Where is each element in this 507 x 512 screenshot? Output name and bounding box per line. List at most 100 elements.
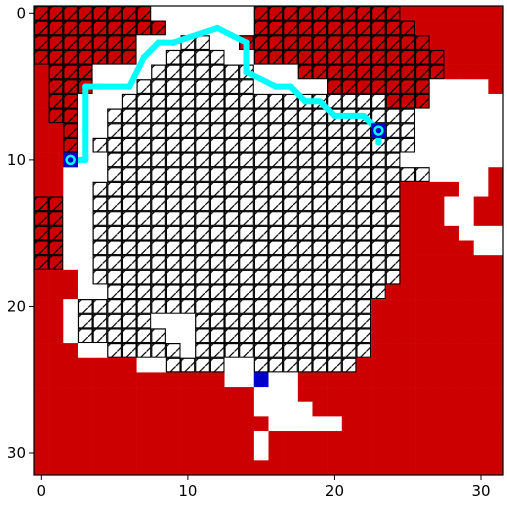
hatched-cell: [121, 240, 137, 256]
hatched-cell: [151, 20, 167, 36]
grid-cell: [63, 445, 79, 461]
grid-cell: [473, 123, 489, 139]
hatched-cell: [297, 196, 313, 212]
hatched-cell: [224, 328, 240, 344]
grid-cell: [283, 387, 299, 403]
grid-cell: [459, 137, 474, 153]
grid-cell: [239, 372, 255, 388]
grid-cell: [444, 284, 460, 300]
hatched-cell: [121, 313, 137, 329]
hatched-cell: [77, 64, 93, 80]
grid-cell: [48, 123, 64, 139]
grid-cell: [459, 299, 474, 315]
grid-cell: [180, 387, 196, 403]
hatched-cell: [224, 181, 240, 197]
hatched-cell: [195, 167, 210, 182]
grid-cell: [371, 460, 387, 476]
grid-cell: [165, 416, 181, 432]
grid-cell: [444, 372, 460, 388]
hatched-cell: [165, 196, 181, 212]
grid-cell: [34, 431, 49, 446]
grid-cell: [34, 387, 49, 403]
hatched-cell: [341, 313, 357, 329]
grid-cell: [195, 6, 211, 21]
hatched-cell: [165, 342, 181, 358]
hatched-cell: [151, 137, 167, 153]
hatched-cell: [400, 35, 416, 51]
hatched-cell: [224, 123, 240, 139]
hatched-cell: [370, 5, 386, 21]
hatched-cell: [239, 240, 254, 256]
path-point: [287, 83, 294, 90]
grid-cell: [92, 123, 108, 139]
grid-cell: [180, 445, 196, 461]
hatched-cell: [283, 328, 298, 344]
hatched-cell: [283, 313, 298, 329]
path-point: [272, 83, 280, 90]
x-tick-label: 10: [178, 482, 197, 500]
grid-cell: [459, 123, 474, 139]
hatched-cell: [121, 49, 137, 65]
grid-cell: [488, 255, 504, 271]
grid-cell: [459, 49, 474, 65]
grid-cell: [488, 211, 504, 227]
hatched-cell: [283, 225, 298, 241]
grid-cell: [415, 328, 431, 344]
hatched-cell: [283, 255, 298, 270]
path-point: [375, 139, 382, 146]
grid-cell: [92, 357, 108, 373]
grid-cell: [459, 20, 474, 36]
grid-cell: [136, 445, 152, 461]
hatched-cell: [268, 240, 284, 256]
grid-cell: [92, 284, 108, 300]
grid-cell: [444, 49, 460, 65]
hatched-cell: [195, 328, 210, 344]
hatched-cell: [385, 240, 401, 256]
grid-cell: [473, 6, 489, 21]
grid-cell: [473, 20, 489, 36]
grid-cell: [312, 372, 328, 388]
hatched-cell: [224, 240, 240, 256]
path-point: [82, 83, 89, 90]
hatched-cell: [356, 284, 372, 300]
hatched-cell: [400, 64, 416, 80]
grid-cell: [63, 269, 79, 285]
hatched-cell: [195, 269, 210, 285]
grid-cell: [180, 372, 196, 388]
hatched-cell: [33, 255, 49, 270]
hatched-cell: [92, 255, 108, 270]
grid-cell: [121, 431, 137, 446]
grid-cell: [34, 64, 49, 80]
hatched-cell: [224, 299, 240, 314]
grid-cell: [473, 93, 489, 109]
hatched-cell: [268, 49, 284, 65]
hatched-cell: [63, 64, 79, 80]
hatched-cell: [195, 137, 210, 153]
hatched-cell: [92, 299, 108, 314]
grid-cell: [444, 387, 460, 403]
hatched-cell: [224, 284, 240, 300]
grid-cell: [444, 299, 460, 315]
grid-cell: [444, 328, 460, 344]
grid-cell: [195, 416, 211, 432]
hatched-cell: [297, 167, 313, 182]
grid-cell: [165, 313, 181, 329]
hatched-cell: [327, 20, 342, 36]
grid-cell: [63, 357, 79, 373]
hatched-cell: [297, 240, 313, 256]
grid-cell: [180, 6, 196, 21]
grid-cell: [444, 255, 460, 271]
grid-cell: [473, 152, 489, 168]
hatched-cell: [107, 35, 123, 51]
grid-cell: [473, 181, 489, 197]
hatched-cell: [180, 49, 196, 65]
grid-cell: [48, 152, 64, 168]
grid-cell: [459, 181, 474, 197]
hatched-cell: [327, 299, 342, 314]
y-tick-label: 0: [16, 4, 26, 22]
grid-cell: [48, 313, 64, 329]
hatched-cell: [312, 20, 328, 36]
hatched-cell: [209, 225, 225, 241]
hatched-cell: [414, 49, 430, 65]
hatched-cell: [253, 152, 269, 168]
